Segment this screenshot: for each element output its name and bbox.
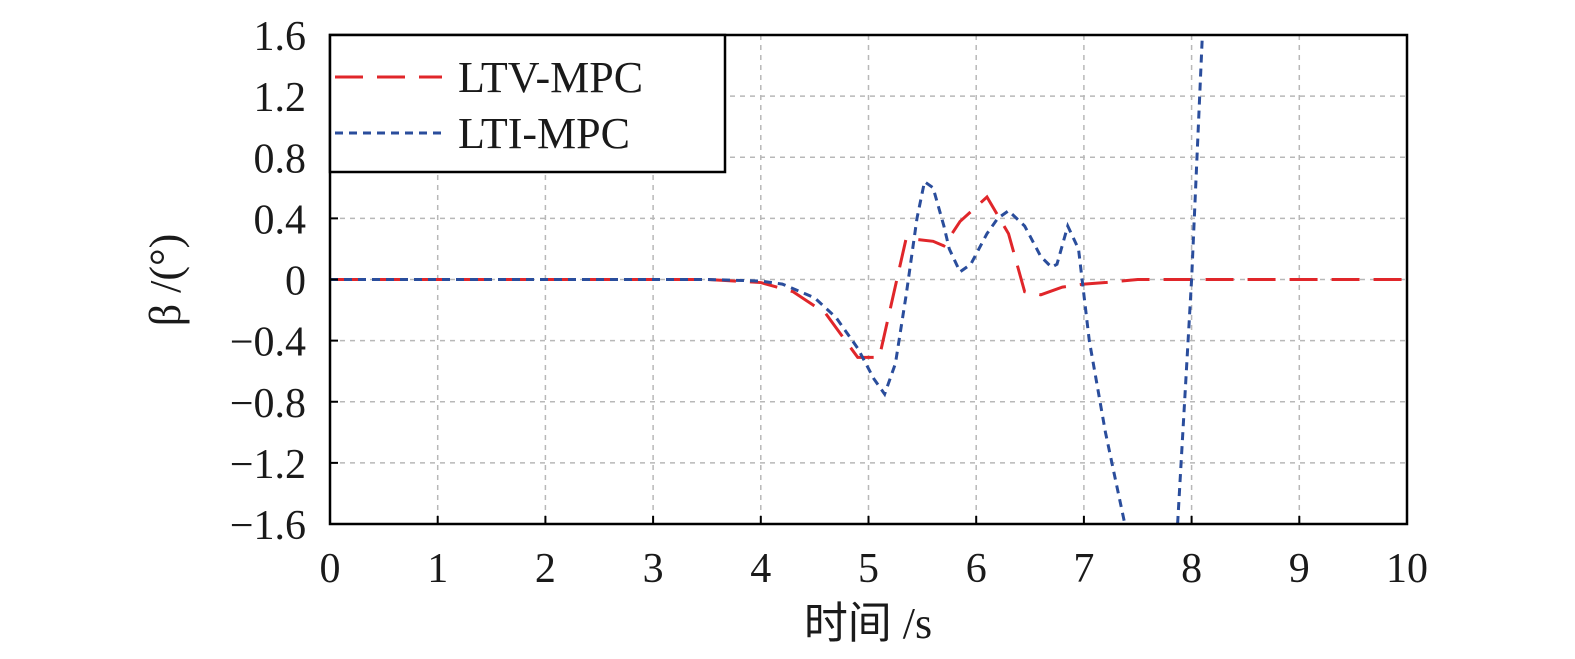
y-tick-label: −0.4 bbox=[230, 320, 306, 366]
x-axis-label: 时间 /s bbox=[804, 599, 932, 648]
y-tick-label: −1.2 bbox=[230, 442, 306, 488]
y-tick-label: 0.8 bbox=[254, 136, 307, 182]
legend-label: LTI-MPC bbox=[458, 109, 630, 158]
y-tick-label: −1.6 bbox=[230, 503, 306, 549]
y-tick-label: 0.4 bbox=[254, 197, 307, 243]
y-tick-label: 1.6 bbox=[254, 14, 307, 60]
y-tick-label: −0.8 bbox=[230, 381, 306, 427]
data-line bbox=[330, 194, 1407, 359]
x-tick-label: 2 bbox=[535, 546, 556, 592]
x-tick-label: 4 bbox=[750, 546, 771, 592]
x-tick-label: 8 bbox=[1181, 546, 1202, 592]
x-tick-label: 10 bbox=[1386, 546, 1428, 592]
x-tick-label: 1 bbox=[427, 546, 448, 592]
y-tick-label: 0 bbox=[285, 259, 306, 305]
legend-label: LTV-MPC bbox=[458, 53, 643, 102]
x-tick-label: 7 bbox=[1073, 546, 1094, 592]
legend-box bbox=[328, 33, 727, 174]
x-tick-label: 3 bbox=[643, 546, 664, 592]
x-tick-label: 9 bbox=[1289, 546, 1310, 592]
y-axis-label: β /(°) bbox=[141, 234, 190, 327]
y-tick-label: 1.2 bbox=[254, 75, 307, 121]
x-tick-label: 5 bbox=[858, 546, 879, 592]
x-tick-label: 6 bbox=[966, 546, 987, 592]
data-line bbox=[330, 35, 1204, 524]
x-tick-label: 0 bbox=[320, 546, 341, 592]
